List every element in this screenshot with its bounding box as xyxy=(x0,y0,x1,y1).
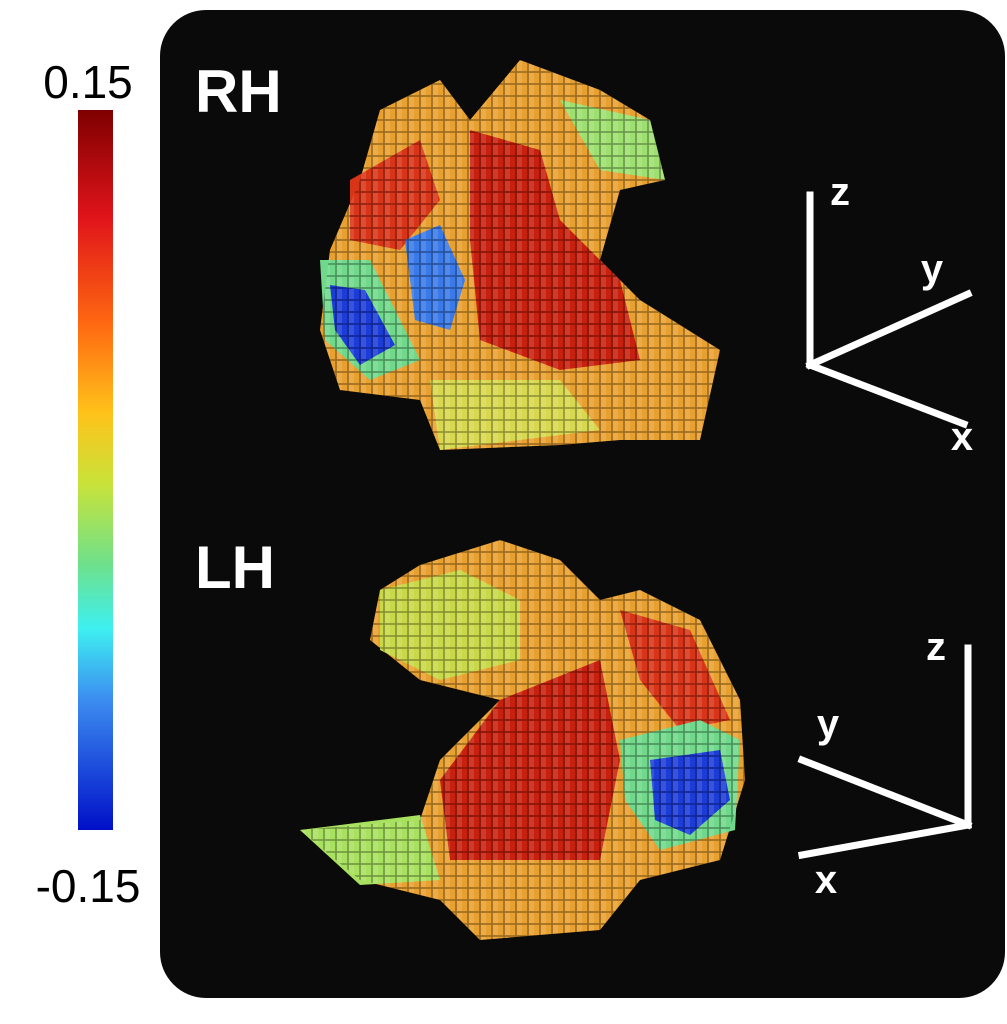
axis-label: x xyxy=(951,415,973,459)
axis-x xyxy=(805,360,969,429)
rh-voxels xyxy=(320,60,720,450)
panel-label: RH xyxy=(195,58,282,125)
colorbar xyxy=(78,110,113,830)
axis-y xyxy=(805,289,973,370)
lh-voxels xyxy=(300,540,745,940)
panel-label: LH xyxy=(195,534,275,601)
axis-label: z xyxy=(830,170,850,214)
colorbar-min: -0.15 xyxy=(36,860,141,912)
axis-x xyxy=(797,820,973,860)
colorbar-max: 0.15 xyxy=(43,56,133,108)
axis-label: y xyxy=(817,702,840,746)
axis-y xyxy=(797,755,973,830)
axis-label: x xyxy=(815,858,837,902)
axis-label: y xyxy=(921,247,944,291)
axis-label: z xyxy=(926,625,946,669)
